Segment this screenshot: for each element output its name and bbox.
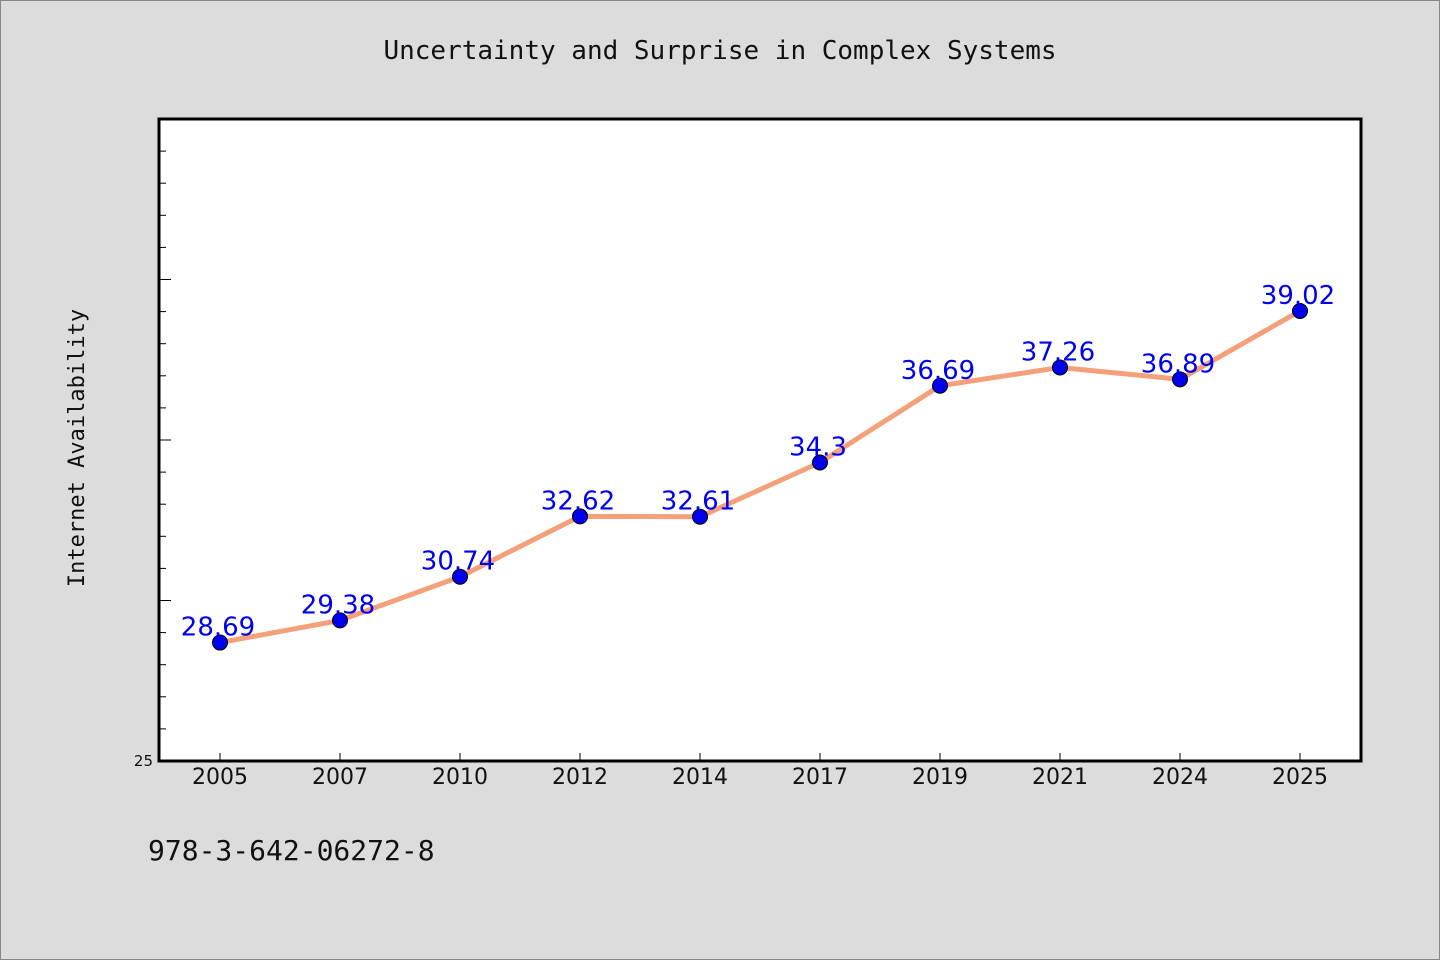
plot-area — [157, 117, 1363, 763]
x-tick-label: 2005 — [192, 765, 248, 790]
x-tick-label: 2007 — [312, 765, 368, 790]
x-tick-label: 2012 — [552, 765, 608, 790]
data-label: 28.69 — [181, 613, 255, 643]
data-point — [332, 612, 348, 629]
data-point — [452, 568, 468, 585]
data-label: 36.69 — [901, 356, 975, 386]
data-label: 32.62 — [541, 486, 615, 516]
data-point — [212, 634, 228, 651]
isbn-text: 978-3-642-06272-8 — [148, 834, 435, 867]
x-tick-label: 2024 — [1152, 765, 1208, 790]
data-labels: 28.69 29.38 30.74 32.62 32.61 34.3 36.69 37.26 3… — [181, 281, 1335, 643]
series-markers — [212, 302, 1308, 651]
data-point — [692, 508, 708, 525]
data-point — [1292, 302, 1308, 319]
x-tick-label: 2010 — [432, 765, 488, 790]
x-tick-label: 2019 — [912, 765, 968, 790]
data-label: 34.3 — [789, 432, 847, 462]
chart-title: Uncertainty and Surprise in Complex Syst… — [383, 36, 1057, 66]
data-point — [1172, 371, 1188, 388]
data-point — [1052, 359, 1068, 376]
y-axis-ticks — [159, 150, 171, 730]
x-tick-label: 2025 — [1272, 765, 1328, 790]
x-tick-label: 2021 — [1032, 765, 1088, 790]
data-label: 30.74 — [421, 547, 495, 577]
x-axis-ticks: 2005 2007 2010 2012 2014 2017 2019 2021 2024 2025 — [192, 753, 1328, 790]
y-axis-label: Internet Availability — [65, 309, 90, 587]
data-point — [572, 508, 588, 525]
y-tick-label-min: 25 — [134, 752, 153, 770]
x-tick-label: 2017 — [792, 765, 848, 790]
series-line — [219, 308, 1302, 646]
data-label: 36.89 — [1141, 349, 1215, 379]
data-point — [812, 454, 828, 471]
x-tick-label: 2014 — [672, 765, 728, 790]
data-label: 37.26 — [1021, 337, 1095, 367]
data-point — [932, 377, 948, 394]
data-label: 29.38 — [301, 590, 375, 620]
data-label: 39.02 — [1261, 281, 1335, 311]
data-label: 32.61 — [661, 487, 735, 517]
